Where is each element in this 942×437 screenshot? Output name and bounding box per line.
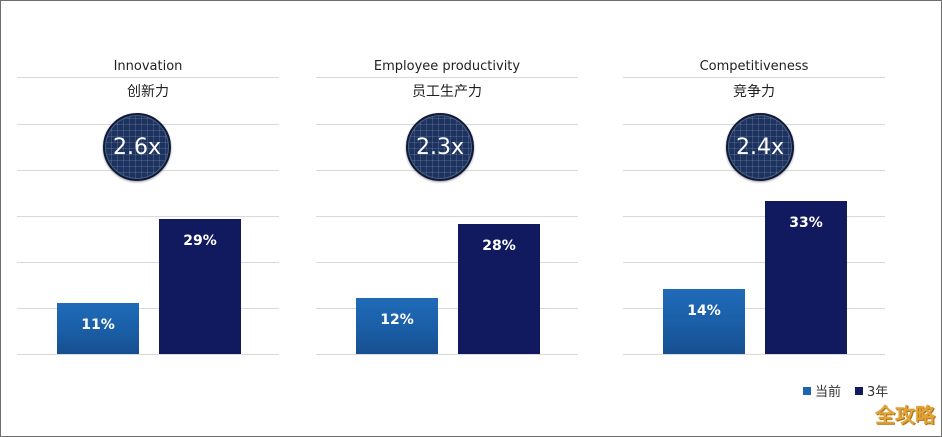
gridline — [316, 216, 578, 217]
gridline — [17, 262, 279, 263]
bar-3-year: 33% — [765, 201, 847, 354]
gridline — [623, 354, 885, 355]
panel-competitiveness: Competitiveness 竞争力 2.4x 14% 33% — [623, 1, 885, 361]
bar-label-current: 12% — [380, 312, 414, 328]
bar-3-year: 29% — [159, 219, 241, 354]
legend-swatch-3-year — [855, 386, 864, 395]
bar-label-3-year: 29% — [183, 233, 217, 249]
panel-title-cn: 创新力 — [127, 84, 169, 100]
gridline — [623, 77, 885, 78]
bar-3-year: 28% — [458, 224, 540, 354]
legend-swatch-current — [803, 386, 811, 395]
gridline — [316, 308, 578, 309]
gridline — [17, 354, 279, 355]
bar-label-3-year: 28% — [482, 238, 516, 254]
gridline — [316, 354, 578, 355]
gridline — [623, 216, 885, 217]
bar-current: 14% — [663, 289, 745, 354]
panel-title-en: Competitiveness — [699, 59, 809, 74]
gridline — [17, 216, 279, 217]
legend-item-current: 当前 — [803, 381, 841, 400]
bar-label-current: 14% — [687, 303, 721, 319]
legend: 当前 3年 — [803, 381, 888, 400]
multiplier-badge: 2.3x — [406, 113, 474, 181]
panel-title-cn: 竞争力 — [733, 84, 775, 100]
gridline — [316, 262, 578, 263]
bar-current: 11% — [57, 303, 139, 354]
panel-employee-productivity: Employee productivity 员工生产力 2.3x 12% 28% — [316, 1, 578, 361]
gridline — [17, 308, 279, 309]
panel-title-cn: 员工生产力 — [412, 84, 482, 100]
legend-label-current: 当前 — [815, 385, 842, 400]
bar-label-current: 11% — [81, 317, 115, 333]
gridline — [316, 77, 578, 78]
multiplier-badge: 2.6x — [103, 113, 171, 181]
bar-label-3-year: 33% — [789, 215, 823, 231]
panel-innovation: Innovation 创新力 2.6x 11% 29% — [17, 1, 279, 361]
panel-title-en: Employee productivity — [373, 59, 521, 74]
gridline — [17, 77, 279, 78]
gridline — [623, 308, 885, 309]
panel-title-en: Innovation — [113, 59, 183, 74]
watermark-logo: 全攻略 — [875, 403, 935, 427]
legend-label-3-year: 3年 — [867, 385, 889, 400]
legend-item-3-year: 3年 — [855, 381, 888, 400]
gridline — [623, 262, 885, 263]
bar-current: 12% — [356, 298, 438, 354]
multiplier-badge: 2.4x — [726, 113, 794, 181]
